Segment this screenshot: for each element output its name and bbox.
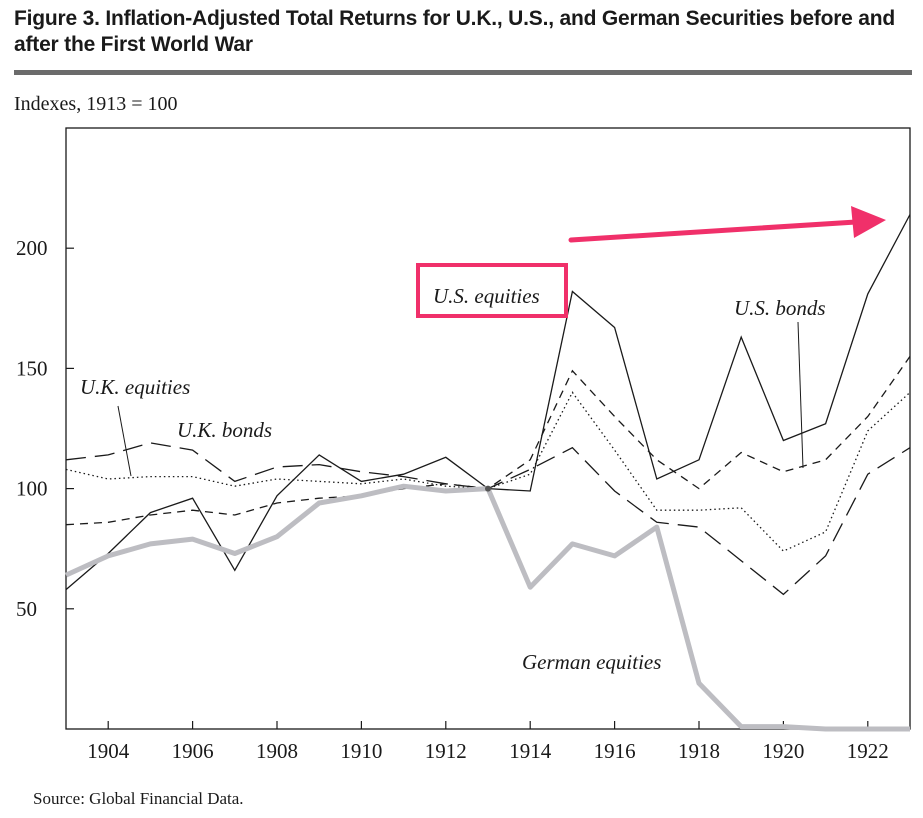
series-line-german-equities xyxy=(64,483,910,732)
label-us-bonds: U.S. bonds xyxy=(734,296,826,320)
series-line-u-s-equities xyxy=(65,214,911,591)
x-tick-label: 1912 xyxy=(425,739,467,763)
x-tick-label: 1910 xyxy=(340,739,382,763)
label-us-equities: U.S. equities xyxy=(433,284,540,308)
axis-ticks: 1904 1906 1908 1910 1912 1914 1916 1918 1920 1922… xyxy=(16,236,889,763)
trend-arrow-shaft xyxy=(568,219,859,243)
series-layer xyxy=(64,214,911,732)
label-uk-equities: U.K. equities xyxy=(80,375,190,399)
source-note: Source: Global Financial Data. xyxy=(33,789,244,808)
x-tick-label: 1908 xyxy=(256,739,298,763)
base-point-1913 xyxy=(485,485,491,492)
label-german-equities: German equities xyxy=(522,650,661,674)
x-tick-label: 1920 xyxy=(762,739,804,763)
y-tick-label: 200 xyxy=(16,236,48,260)
label-uk-bonds: U.K. bonds xyxy=(177,418,272,442)
trend-arrow xyxy=(568,206,886,243)
x-tick-label: 1904 xyxy=(87,739,130,763)
figure-title: Figure 3. Inflation-Adjusted Total Retur… xyxy=(14,6,914,58)
x-tick-label: 1906 xyxy=(172,739,214,763)
x-tick-label: 1914 xyxy=(509,739,552,763)
series-line-u-k-equities xyxy=(65,391,911,552)
series-line-u-k-bonds xyxy=(65,442,911,596)
leader-uk-equities xyxy=(117,405,132,477)
x-tick-label: 1922 xyxy=(847,739,889,763)
x-tick-label: 1916 xyxy=(594,739,636,763)
us-equities-highlight-box xyxy=(416,263,568,318)
units-label: Indexes, 1913 = 100 xyxy=(14,93,178,115)
leader-us-bonds xyxy=(797,321,804,469)
x-tick-label: 1918 xyxy=(678,739,720,763)
title-rule xyxy=(14,70,912,75)
y-tick-label: 150 xyxy=(16,356,48,380)
figure-label: Figure 3. xyxy=(14,7,100,30)
figure-title-text: Inflation-Adjusted Total Returns for U.K… xyxy=(14,7,896,56)
y-tick-label: 50 xyxy=(16,597,37,621)
trend-arrow-head xyxy=(851,206,886,238)
y-tick-label: 100 xyxy=(16,477,48,501)
plot-border xyxy=(65,127,911,730)
plot-frame xyxy=(65,127,911,730)
